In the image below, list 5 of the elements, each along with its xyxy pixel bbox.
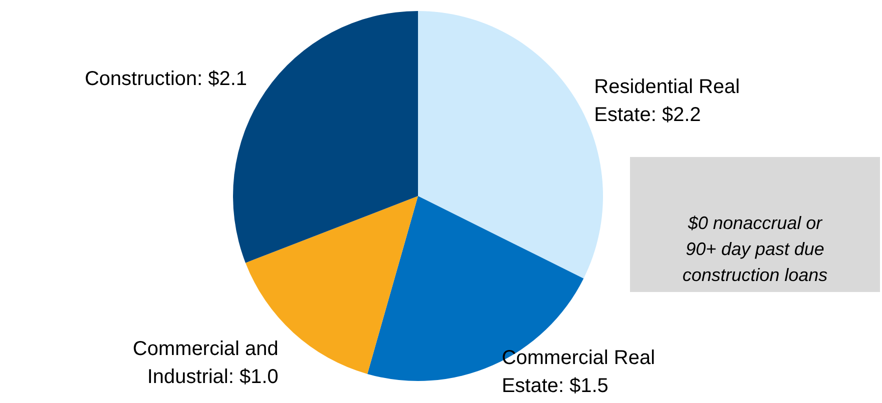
text: $0 nonaccrual or 90+ day past due construction loans (682, 213, 828, 285)
slice-label: Construction: $2.1 (84, 68, 248, 90)
slice-label: Residential Real Estate: $2.2 (594, 76, 740, 126)
slice-label: Commercial and Industrial: $1.0 (132, 338, 278, 388)
slice-label: Commercial Real Estate: $1.5 (502, 347, 656, 397)
